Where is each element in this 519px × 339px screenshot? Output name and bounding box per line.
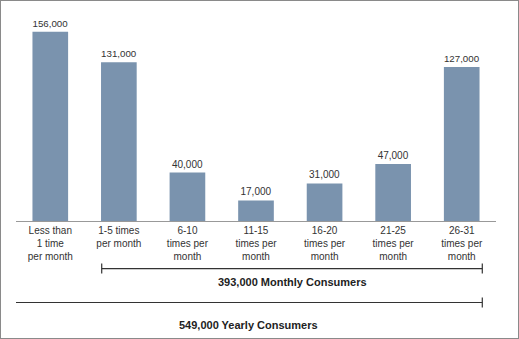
svg-text:6-10times permonth: 6-10times permonth — [167, 225, 209, 262]
svg-text:40,000: 40,000 — [172, 159, 203, 170]
svg-text:17,000: 17,000 — [240, 186, 271, 197]
svg-text:11-15times permonth: 11-15times permonth — [235, 225, 277, 262]
svg-text:127,000: 127,000 — [444, 53, 480, 64]
svg-text:47,000: 47,000 — [378, 150, 409, 161]
svg-text:1-5 timesper month: 1-5 timesper month — [96, 225, 141, 249]
svg-text:26-31times permonth: 26-31times permonth — [441, 225, 483, 262]
svg-text:Less than1 timeper month: Less than1 timeper month — [28, 225, 73, 262]
svg-text:21-25times permonth: 21-25times permonth — [373, 225, 415, 262]
svg-text:549,000 Yearly Consumers: 549,000 Yearly Consumers — [179, 319, 318, 331]
svg-text:131,000: 131,000 — [101, 48, 137, 59]
svg-text:393,000 Monthly Consumers: 393,000 Monthly Consumers — [218, 276, 367, 288]
svg-text:16-20times permonth: 16-20times permonth — [304, 225, 346, 262]
svg-text:156,000: 156,000 — [32, 18, 68, 29]
svg-text:31,000: 31,000 — [309, 169, 340, 180]
